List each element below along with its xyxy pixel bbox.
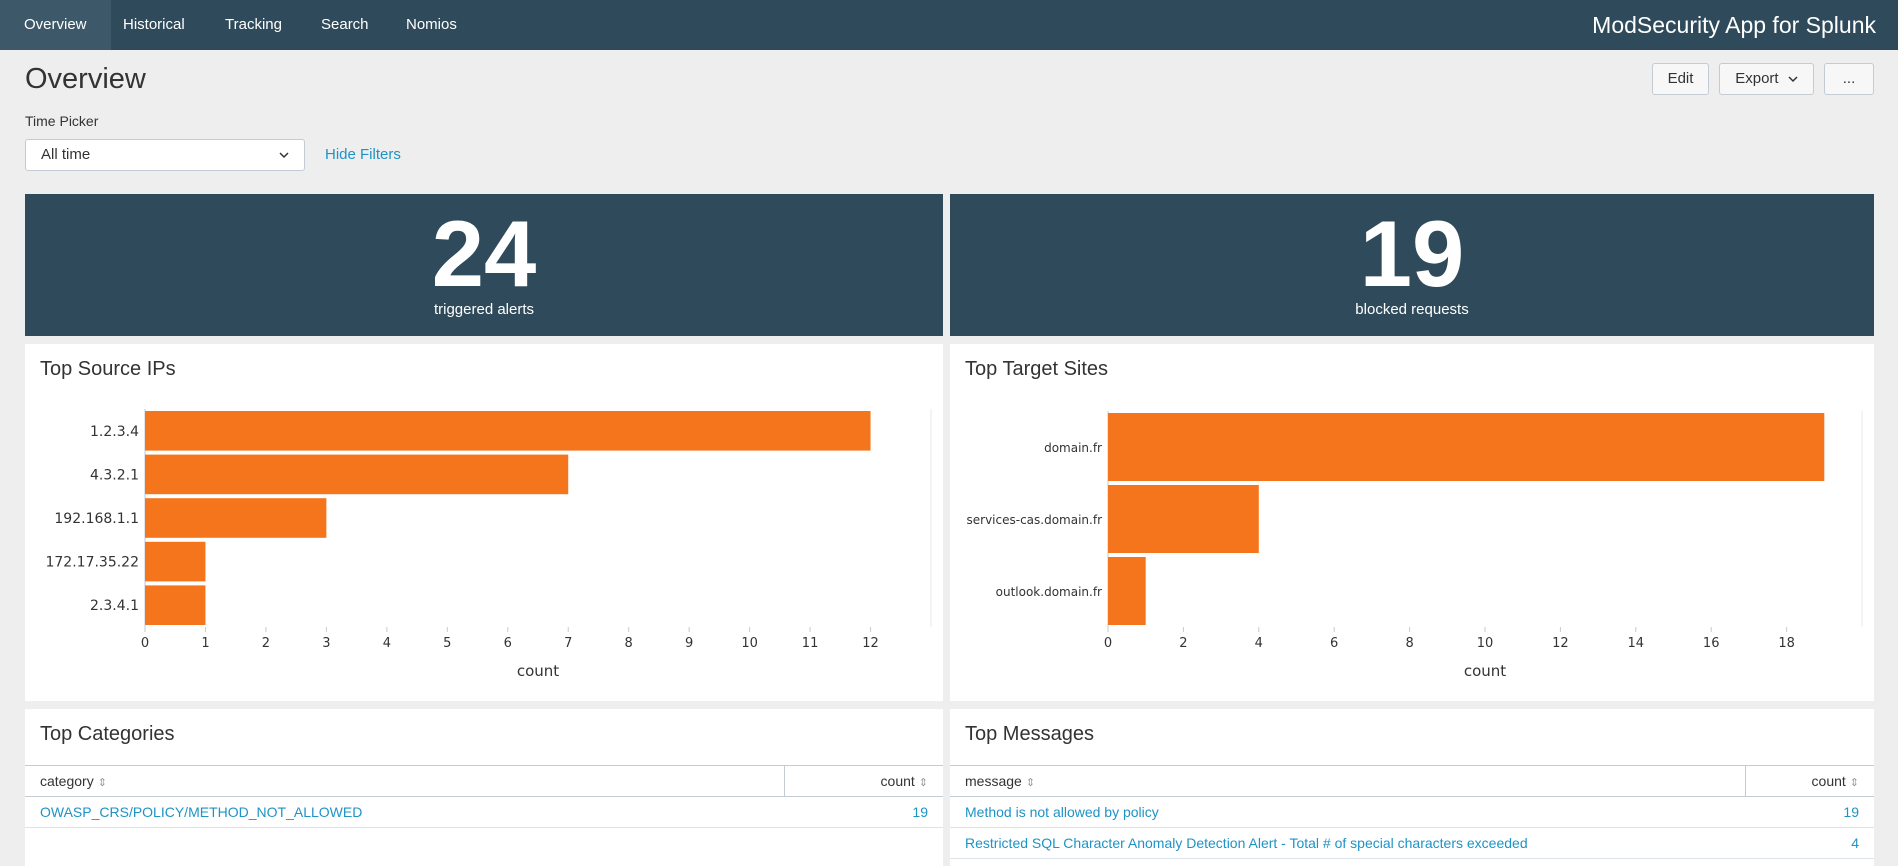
- x-tick-label: 9: [685, 636, 693, 651]
- chevron-down-icon: [278, 140, 290, 181]
- x-tick-label: 2: [1179, 636, 1187, 651]
- x-tick-label: 1: [201, 636, 209, 651]
- sort-icon: ⇕: [1025, 777, 1036, 789]
- x-tick-label: 8: [625, 636, 633, 651]
- chevron-down-icon: [1788, 76, 1798, 83]
- export-button-label: Export: [1735, 70, 1779, 87]
- x-tick-label: 6: [1330, 636, 1338, 651]
- x-tick-label: 14: [1628, 636, 1645, 651]
- triggered-alerts-single: 24 triggered alerts: [25, 194, 943, 336]
- panel-title: Top Source IPs: [40, 358, 176, 380]
- more-actions-button[interactable]: ...: [1824, 63, 1874, 95]
- table-row[interactable]: OWASP_CRS/POLICY/METHOD_NOT_ALLOWED 19: [25, 796, 943, 828]
- x-tick-label: 10: [741, 636, 758, 651]
- x-tick-label: 2: [262, 636, 270, 651]
- bar[interactable]: [145, 541, 206, 582]
- category-label: domain.fr: [1044, 441, 1102, 455]
- top-source-ips-chart: 1.2.3.4 4.3.2.1 192.168.1.1 172.17.35.22 2.3…: [45, 409, 932, 680]
- x-tick-label: 10: [1477, 636, 1494, 651]
- top-target-sites-chart: domain.fr services-cas.domain.fr outlook.d…: [967, 411, 1863, 680]
- table-row[interactable]: Method is not allowed by policy 19: [950, 796, 1874, 828]
- edit-button[interactable]: Edit: [1652, 63, 1709, 95]
- nav-historical[interactable]: Historical: [123, 16, 185, 33]
- sort-icon: ⇕: [918, 777, 928, 789]
- table-row[interactable]: Restricted SQL Character Anomaly Detecti…: [950, 827, 1874, 859]
- blocked-requests-single: 19 blocked requests: [950, 194, 1874, 336]
- x-tick-label: 0: [1104, 636, 1112, 651]
- sort-icon: ⇕: [97, 777, 107, 789]
- category-label: 1.2.3.4: [90, 424, 139, 440]
- message-cell[interactable]: Restricted SQL Character Anomaly Detecti…: [950, 827, 1746, 859]
- time-picker-value: All time: [41, 146, 91, 163]
- x-axis-title: count: [1464, 662, 1506, 680]
- bar[interactable]: [145, 498, 327, 538]
- nav-overview[interactable]: Overview: [0, 0, 111, 50]
- category-label: 192.168.1.1: [54, 511, 139, 527]
- x-axis-title: count: [517, 662, 559, 680]
- nav-nomios[interactable]: Nomios: [406, 16, 457, 33]
- hide-filters-link[interactable]: Hide Filters: [325, 146, 401, 163]
- sort-icon: ⇕: [1849, 777, 1859, 789]
- column-header-count[interactable]: count ⇕: [784, 765, 943, 797]
- single-value: 24: [431, 201, 537, 306]
- time-picker-label: Time Picker: [25, 113, 99, 129]
- panel-title: Top Target Sites: [965, 358, 1109, 380]
- messages-table: message ⇕ count ⇕ Method is not allowed by…: [950, 765, 1874, 859]
- top-target-sites-panel: Top Target Sites domain.fr services-cas.d…: [950, 344, 1874, 701]
- categories-table: category ⇕ count ⇕ OWASP_CRS/POLICY/METHOD…: [25, 765, 943, 828]
- nav-search[interactable]: Search: [321, 16, 369, 33]
- category-label: 172.17.35.22: [45, 555, 139, 571]
- x-tick-label: 12: [1552, 636, 1569, 651]
- category-label: outlook.domain.fr: [996, 585, 1102, 599]
- panel-title: Top Messages: [965, 723, 1094, 745]
- top-categories-panel: Top Categories category ⇕ count ⇕ OWASP_CR…: [25, 709, 943, 866]
- category-cell[interactable]: OWASP_CRS/POLICY/METHOD_NOT_ALLOWED: [25, 796, 785, 828]
- x-tick-label: 18: [1778, 636, 1795, 651]
- bar[interactable]: [1108, 557, 1146, 625]
- x-tick-label: 4: [1255, 636, 1263, 651]
- page-title: Overview: [25, 63, 146, 95]
- export-button[interactable]: Export: [1719, 63, 1814, 95]
- x-tick-label: 4: [383, 636, 391, 651]
- x-tick-label: 0: [141, 636, 149, 651]
- x-tick-label: 6: [504, 636, 512, 651]
- top-source-ips-panel: Top Source IPs 1.2.3.4 4.3.2.1 192.168.1.1…: [25, 344, 943, 701]
- time-picker-select[interactable]: All time: [25, 139, 305, 171]
- count-cell[interactable]: 4: [1745, 827, 1874, 859]
- x-tick-label: 12: [862, 636, 879, 651]
- x-tick-label: 8: [1405, 636, 1413, 651]
- bar[interactable]: [145, 411, 871, 451]
- count-cell[interactable]: 19: [1745, 796, 1874, 828]
- category-label: 2.3.4.1: [90, 598, 139, 614]
- count-cell[interactable]: 19: [784, 796, 943, 828]
- bar[interactable]: [145, 585, 206, 625]
- top-messages-panel: Top Messages message ⇕ count ⇕ Method is n…: [950, 709, 1874, 866]
- column-header-category[interactable]: category ⇕: [25, 765, 785, 797]
- bar[interactable]: [1108, 413, 1825, 481]
- category-label: 4.3.2.1: [90, 467, 139, 483]
- bar[interactable]: [1108, 485, 1259, 553]
- bar[interactable]: [145, 454, 569, 495]
- x-tick-label: 11: [802, 636, 819, 651]
- single-value: 19: [1359, 201, 1465, 306]
- app-title: ModSecurity App for Splunk: [1592, 12, 1876, 38]
- single-caption: blocked requests: [1355, 301, 1469, 318]
- column-header-message[interactable]: message ⇕: [950, 765, 1746, 797]
- x-tick-label: 7: [564, 636, 572, 651]
- top-navigation: Overview Historical Tracking Search Nomi…: [0, 0, 1898, 50]
- category-label: services-cas.domain.fr: [967, 513, 1103, 527]
- panel-title: Top Categories: [40, 723, 175, 745]
- x-tick-label: 3: [322, 636, 330, 651]
- x-tick-label: 16: [1703, 636, 1720, 651]
- message-cell[interactable]: Method is not allowed by policy: [950, 796, 1746, 828]
- nav-tracking[interactable]: Tracking: [225, 16, 282, 33]
- x-tick-label: 5: [443, 636, 451, 651]
- single-caption: triggered alerts: [433, 301, 535, 318]
- column-header-count[interactable]: count ⇕: [1745, 765, 1874, 797]
